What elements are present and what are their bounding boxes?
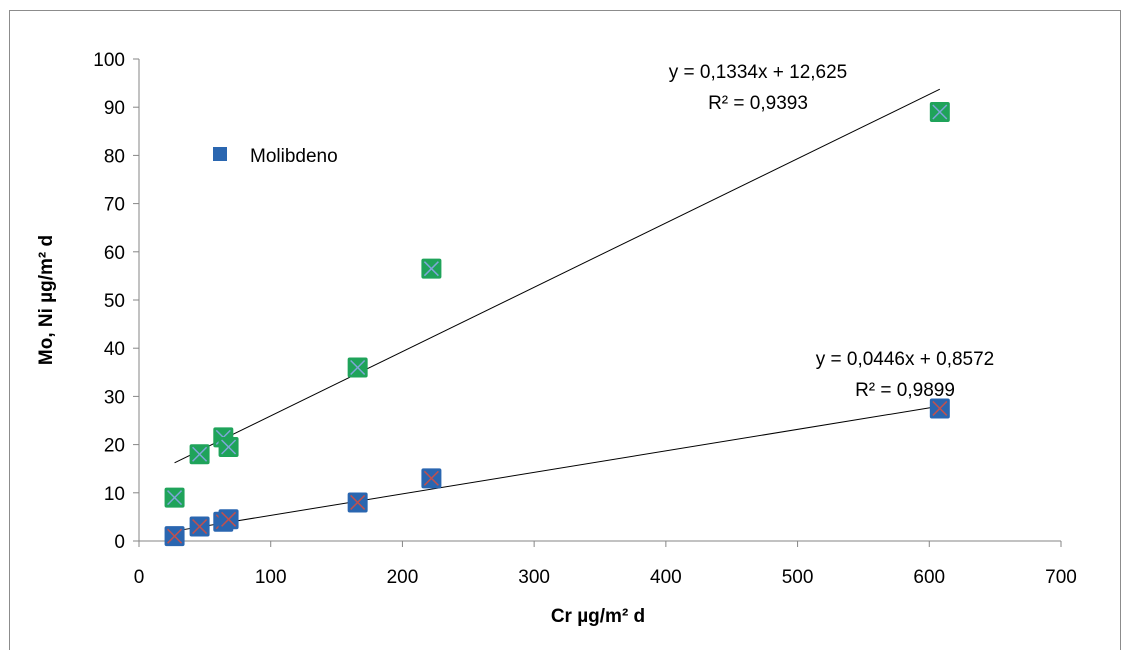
data-point xyxy=(347,357,368,378)
y-tick-label: 50 xyxy=(104,291,125,312)
x-marker xyxy=(423,261,439,277)
x-tick-label: 600 xyxy=(913,567,945,588)
x-marker xyxy=(932,400,948,416)
x-tick-label: 500 xyxy=(782,567,814,588)
data-point xyxy=(421,258,442,279)
data-point xyxy=(421,468,442,489)
x-tick-label: 400 xyxy=(650,567,682,588)
data-point xyxy=(929,398,950,419)
x-marker xyxy=(167,490,183,506)
legend-label: Molibdeno xyxy=(250,146,338,167)
x-axis-title: Cr µg/m² d xyxy=(551,606,645,627)
y-tick-label: 100 xyxy=(93,50,125,71)
y-tick-label: 70 xyxy=(104,195,125,216)
y-tick-label: 30 xyxy=(104,387,125,408)
data-point xyxy=(218,437,239,458)
data-point xyxy=(347,492,368,513)
y-tick-label: 20 xyxy=(104,436,125,457)
data-point xyxy=(929,102,950,123)
x-marker xyxy=(221,439,237,455)
x-marker xyxy=(350,494,366,510)
y-tick-label: 80 xyxy=(104,146,125,167)
y-axis-title: Mo, Ni µg/m² d xyxy=(36,235,57,365)
trendline-series-2 xyxy=(174,88,941,464)
trendlines xyxy=(174,88,941,532)
x-tick-label: 0 xyxy=(134,567,145,588)
y-tick-label: 40 xyxy=(104,339,125,360)
x-tick-label: 200 xyxy=(387,567,419,588)
x-marker xyxy=(192,446,208,462)
y-tick-label: 60 xyxy=(104,243,125,264)
x-marker xyxy=(167,528,183,544)
data-markers xyxy=(164,102,950,547)
data-point xyxy=(189,444,210,465)
trendline-series-1 xyxy=(174,405,940,532)
x-marker xyxy=(192,519,208,535)
x-marker xyxy=(350,359,366,376)
data-point xyxy=(164,526,185,547)
x-tick-label: 300 xyxy=(518,567,550,588)
x-tick-label: 100 xyxy=(255,567,287,588)
axes: 0 10 20 30 40 50 60 70 80 90 100 0 100 200 300 400 500 60… xyxy=(93,50,1077,588)
data-point xyxy=(164,487,185,508)
trendline-r-squared: R² = 0,9393 xyxy=(708,93,808,114)
legend-swatch xyxy=(213,147,227,161)
x-marker xyxy=(932,104,948,120)
trendline-equation: y = 0,0446x + 0,8572 xyxy=(816,349,995,370)
x-marker xyxy=(221,511,237,527)
y-tick-label: 0 xyxy=(114,532,125,553)
trendline-equation: y = 0,1334x + 12,625 xyxy=(669,62,848,83)
x-tick-label: 700 xyxy=(1045,567,1077,588)
legend: Molibdeno xyxy=(213,146,338,167)
x-marker xyxy=(423,470,439,486)
y-tick-label: 10 xyxy=(104,484,125,505)
data-point xyxy=(218,509,239,530)
y-tick-label: 90 xyxy=(104,98,125,119)
trendline-r-squared: R² = 0,9899 xyxy=(855,380,955,401)
data-point xyxy=(189,516,210,537)
trendline-annotations: y = 0,0446x + 0,8572 R² = 0,9899 y = 0,133… xyxy=(669,62,995,401)
